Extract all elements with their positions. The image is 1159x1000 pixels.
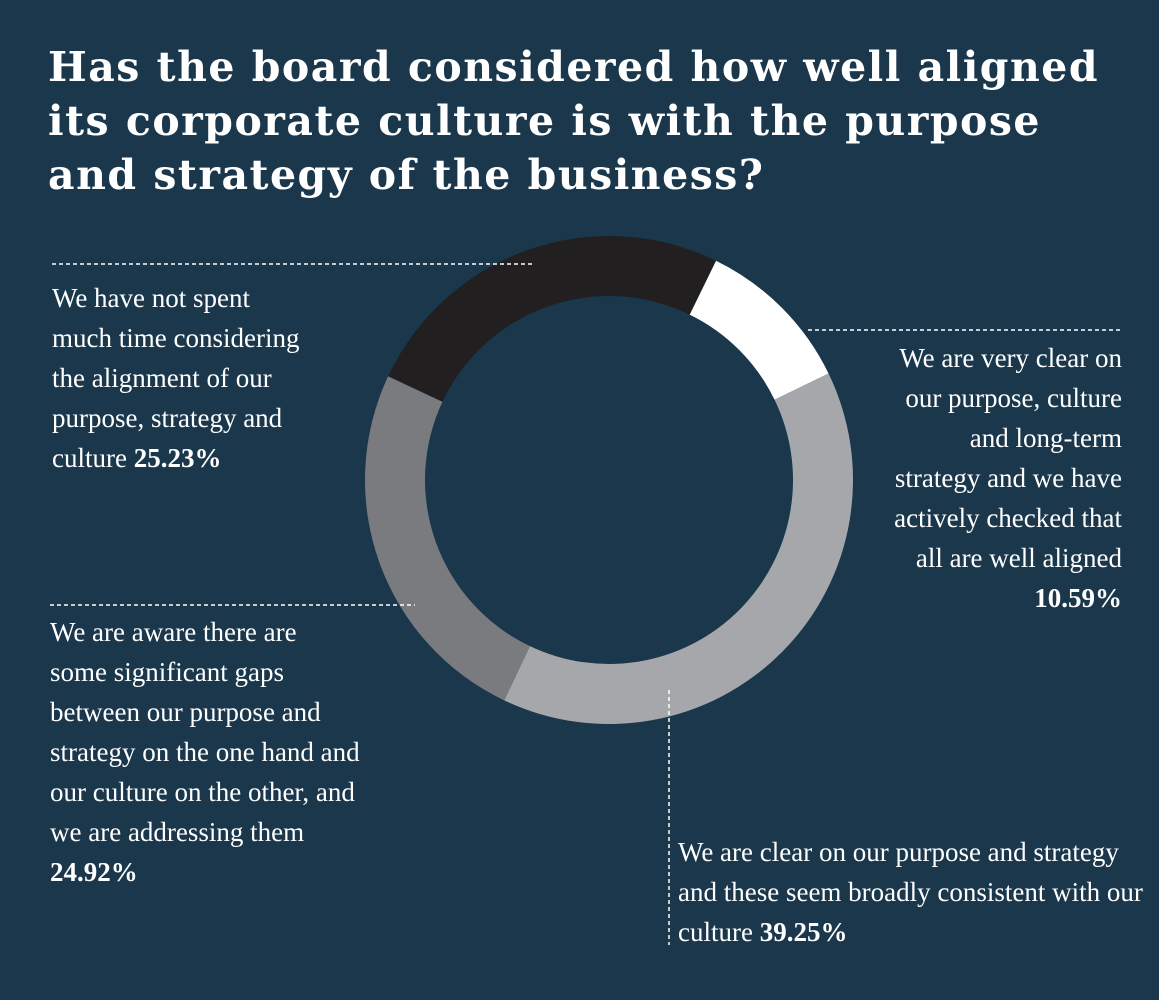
slice-label-text: We have not spent much time considering …: [52, 283, 300, 473]
slice-label-not-spent: We have not spent much time considering …: [52, 278, 302, 478]
donut-slice-1: [504, 373, 853, 724]
slice-value-label: 39.25%: [759, 917, 848, 947]
slice-value-label: 24.92%: [50, 857, 138, 887]
slice-label-text: We are very clear on our purpose, cultur…: [894, 343, 1122, 573]
donut-slice-2: [365, 376, 530, 701]
chart-title: Has the board considered how well aligne…: [48, 43, 1100, 199]
slice-value-label: 10.59%: [1034, 583, 1122, 613]
slice-label-text: We are clear on our purpose and strategy…: [678, 837, 1143, 947]
donut-slice-3: [388, 235, 716, 402]
slice-label-very-clear: We are very clear on our purpose, cultur…: [880, 338, 1122, 618]
leader-lines: [50, 263, 1122, 945]
slice-label-clear: We are clear on our purpose and strategy…: [678, 832, 1148, 952]
slice-value-label: 25.23%: [133, 443, 222, 473]
slice-label-text: We are aware there are some significant …: [50, 617, 360, 847]
donut-slice-0: [689, 260, 829, 400]
donut-slices: [365, 235, 853, 724]
slice-label-aware-gaps: We are aware there are some significant …: [50, 612, 360, 892]
